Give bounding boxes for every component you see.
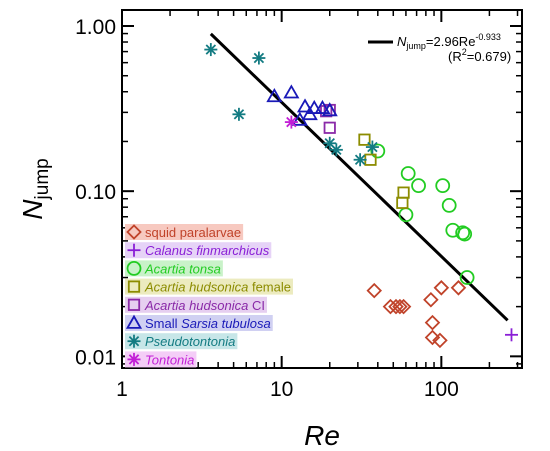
legend-marker	[127, 280, 141, 293]
data-point-series-5	[283, 84, 300, 99]
legend-label-part: Pseudotontonia	[145, 334, 235, 349]
y-tick-label: 1.00	[75, 16, 116, 39]
data-point-series-2	[459, 270, 475, 285]
legend-label-part: CI	[248, 298, 265, 313]
legend-marker	[126, 260, 142, 276]
fit-eq-sub: jump	[405, 41, 426, 51]
legend-highlight	[125, 351, 197, 368]
legend-label: squid paralarvae	[145, 225, 241, 240]
data-point-series-0	[424, 314, 441, 331]
y-axis-title: Njump	[17, 158, 53, 219]
legend-label-part: Acartia hudsonica	[144, 298, 248, 313]
data-point-series-0	[423, 292, 439, 308]
legend-highlight	[125, 242, 272, 259]
fit-r2-open: (R	[448, 49, 462, 64]
y-tick-label: 0.01	[75, 346, 116, 369]
legend-marker	[127, 352, 141, 366]
data-point-series-5	[266, 88, 283, 103]
data-point-series-6	[365, 140, 379, 154]
data-point-series-4	[323, 121, 336, 134]
data-point-series-6	[232, 107, 246, 121]
fit-line-layer	[209, 32, 509, 322]
legend-label-part: Tontonia	[145, 352, 194, 367]
legend-label: Small Sarsia tubulosa	[145, 316, 271, 331]
axis-ticks: 1 10 100 0.01 0.10 1.00	[75, 10, 522, 401]
data-point-series-5	[296, 98, 314, 113]
legend-label-part: Acartia tonsa	[144, 261, 221, 276]
legend-label-part: squid paralarvae	[145, 225, 241, 240]
x-tick-label: 100	[424, 378, 459, 401]
fit-r2-close: =0.679)	[467, 49, 511, 64]
data-point-series-0	[366, 282, 383, 299]
legend-highlight	[125, 224, 244, 240]
legend-label: Tontonia	[145, 352, 194, 367]
data-point-series-2	[411, 178, 426, 194]
legend-label: Calanus finmarchicus	[145, 243, 270, 258]
x-tick-label: 10	[270, 378, 293, 401]
fit-line	[209, 32, 509, 322]
data-point-series-0	[424, 329, 441, 346]
legend-label: Acartia hudsonica female	[144, 280, 291, 295]
legend-label-part: Calanus finmarchicus	[145, 243, 270, 258]
x-tick-label: 1	[116, 378, 128, 401]
data-point-series-2	[435, 178, 451, 194]
data-point-series-2	[455, 225, 471, 241]
data-point-series-0	[432, 332, 448, 349]
data-point-series-1	[504, 328, 518, 342]
legend-label-part: female	[248, 280, 291, 295]
legend-highlight	[125, 260, 223, 277]
data-point-series-2	[457, 226, 473, 242]
data-point-series-0	[395, 298, 412, 315]
legend-marker	[127, 243, 141, 257]
fit-eq-sup: -0.933	[475, 32, 501, 42]
data-point-series-5	[306, 99, 323, 114]
data-point-series-2	[398, 207, 414, 223]
data-point-series-6	[353, 153, 367, 167]
legend-label: Acartia hudsonica CI	[144, 298, 265, 313]
data-point-series-0	[450, 280, 467, 296]
legend-marker	[125, 314, 143, 329]
x-axis-title: Re	[304, 420, 340, 451]
data-point-series-3	[397, 186, 410, 199]
y-tick-label: 0.10	[75, 181, 116, 204]
legend-label-part: Sarsia tubulosa	[181, 316, 271, 331]
fit-r2-sup: 2	[462, 47, 467, 57]
data-point-series-6	[329, 143, 343, 157]
fit-eq-n: N	[397, 34, 407, 49]
data-point-series-3	[358, 133, 371, 146]
data-point-series-0	[392, 298, 408, 315]
legend-highlight	[125, 278, 293, 295]
data-point-series-4	[320, 105, 333, 118]
legend-label-part: Small	[145, 316, 181, 331]
data-point-series-7	[284, 115, 298, 129]
data-point-series-6	[252, 51, 266, 65]
plot-frame	[121, 9, 523, 369]
data-point-series-2	[400, 166, 416, 181]
legend-marker	[127, 298, 141, 311]
legend-label: Pseudotontonia	[145, 334, 235, 349]
legend: squid paralarvae Calanus finmarchicus Acar…	[125, 224, 293, 368]
data-point-series-0	[433, 280, 450, 296]
legend-marker	[127, 334, 141, 348]
legend-label-part: Acartia hudsonica	[144, 280, 248, 295]
fit-eq-mid: =2.96Re	[426, 34, 476, 49]
legend-highlight	[125, 315, 273, 331]
data-point-series-2	[441, 198, 457, 213]
data-point-series-5	[314, 99, 331, 114]
data-point-series-3	[396, 196, 409, 209]
fit-equation: Njump=2.96Re-0.933	[397, 32, 501, 51]
y-axis-title-main: N	[17, 199, 48, 220]
data-point-series-5	[321, 102, 338, 117]
fit-r2: (R2=0.679)	[448, 47, 511, 64]
legend-highlight	[125, 296, 267, 313]
legend-highlight	[125, 333, 238, 350]
data-points-layer	[204, 43, 518, 349]
data-point-series-6	[204, 43, 218, 57]
legend-marker	[126, 224, 142, 240]
y-axis-title-sub: jump	[32, 158, 53, 200]
legend-label: Acartia tonsa	[144, 261, 221, 276]
data-point-series-2	[370, 143, 386, 159]
